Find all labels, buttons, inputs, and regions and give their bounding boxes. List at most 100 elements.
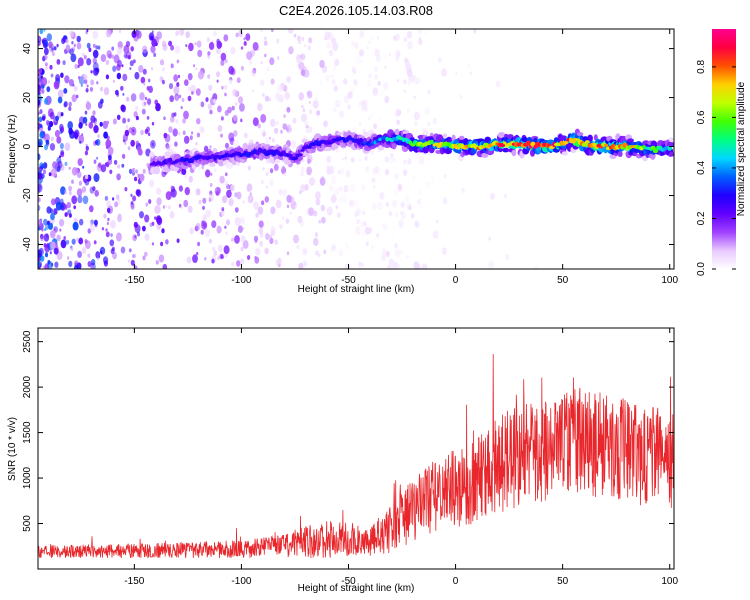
noise-blob [269,57,275,66]
noise-blob [63,88,68,94]
noise-blob [199,126,205,134]
noise-blob [417,29,423,34]
noise-blob [284,91,290,100]
noise-blob [124,129,130,137]
noise-blob [106,120,109,125]
noise-blob [103,87,110,96]
noise-blob [282,123,287,130]
ridge-halo [668,151,674,157]
noise-blob [228,79,233,85]
ridge-halo [337,131,342,136]
ridge-halo [650,153,656,160]
noise-blob [95,45,99,50]
noise-blob [145,202,149,207]
x-tick-label: -100 [231,275,251,286]
noise-blob [65,44,71,51]
noise-blob [59,218,65,227]
ridge-halo [442,133,447,139]
noise-blob [216,40,222,50]
noise-blob [74,63,78,70]
noise-blob [73,205,76,210]
noise-blob [78,134,85,144]
noise-blob [181,98,185,102]
noise-blob [383,82,389,90]
ridge-halo [391,143,397,150]
noise-blob [116,46,123,56]
noise-blob [216,79,219,83]
noise-blob [286,127,289,132]
noise-blob [280,129,283,134]
noise-blob [202,205,205,210]
snr-series-line [38,353,674,559]
ridge-halo [576,132,584,137]
noise-blob [64,35,67,40]
noise-blob [76,42,82,50]
noise-blob [127,146,131,151]
noise-blob [111,246,115,252]
noise-blob [236,77,241,84]
noise-blob [130,259,135,266]
noise-blob [328,185,334,192]
noise-blob [359,122,362,126]
noise-blob [534,264,539,269]
noise-blob [92,43,96,48]
noise-blob [195,67,198,71]
noise-blob [223,180,229,187]
noise-blob [202,197,207,204]
noise-blob [149,222,153,228]
noise-blob [238,29,244,38]
noise-blob [69,48,74,56]
noise-blob [415,81,418,85]
noise-blob [184,187,190,196]
noise-blob [432,230,439,239]
noise-blob [74,262,79,268]
ridge-halo [153,166,161,175]
noise-blob [151,121,155,126]
noise-blob [264,36,267,41]
noise-blob [93,67,99,76]
noise-blob [291,140,297,149]
noise-blob [89,224,95,232]
y-tick-label: -40 [22,237,33,252]
noise-blob [285,218,290,224]
x-tick-label: 50 [557,576,569,587]
noise-blob [259,79,265,87]
noise-blob [117,164,121,169]
noise-blob [78,237,84,245]
noise-blob [235,102,238,106]
noise-blob [48,41,53,49]
noise-blob [333,65,337,71]
noise-blob [77,195,83,204]
noise-blob [62,60,66,65]
snr-background [38,328,674,569]
noise-blob [107,217,110,222]
noise-blob [336,212,341,219]
noise-blob [64,189,67,195]
noise-blob [59,126,65,133]
noise-blob [384,156,389,163]
noise-blob [109,239,115,247]
noise-blob [418,156,425,165]
noise-blob [60,186,66,195]
noise-blob [39,29,44,35]
noise-blob [38,197,41,203]
noise-blob [41,77,48,87]
noise-blob [92,110,96,116]
noise-blob [290,128,293,132]
snr-marks [38,353,674,559]
x-tick-label: 100 [661,275,678,286]
noise-blob [223,245,230,255]
noise-blob [268,136,271,140]
noise-blob [84,110,88,115]
noise-blob [355,54,362,64]
noise-blob [353,79,358,86]
noise-blob [84,150,88,156]
ridge-core [168,157,173,162]
noise-blob [343,78,348,85]
noise-blob [43,42,48,49]
noise-blob [103,213,107,219]
ridge-halo [459,135,465,140]
noise-blob [235,32,239,38]
noise-blob [237,225,243,233]
noise-blob [353,41,359,50]
